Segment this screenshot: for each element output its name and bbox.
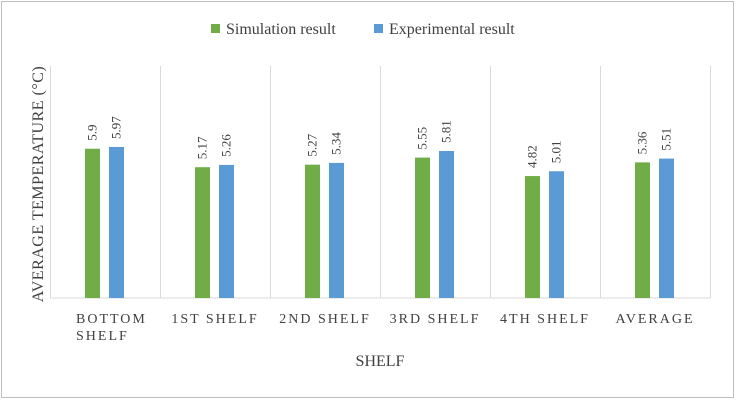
data-label: 4.82	[525, 145, 540, 168]
data-label: 5.17	[195, 136, 210, 159]
data-label: 5.36	[635, 131, 650, 154]
data-label: 5.27	[305, 133, 320, 156]
bar-simulation	[525, 176, 540, 298]
bars	[85, 146, 674, 298]
bar-simulation	[85, 148, 100, 298]
bar-simulation	[635, 162, 650, 298]
bar-experimental	[659, 158, 674, 298]
legend-label-experimental: Experimental result	[389, 21, 515, 38]
x-tick-label: AVERAGE	[615, 312, 694, 327]
data-label: 5.51	[659, 128, 674, 151]
x-tick-label: 1ST SHELF	[171, 312, 258, 327]
legend: Simulation result Experimental result	[211, 21, 515, 38]
data-label: 5.97	[109, 116, 124, 139]
category-separators	[50, 66, 711, 298]
bar-simulation	[415, 157, 430, 298]
data-label: 5.34	[329, 132, 344, 155]
x-axis-label: SHELF	[356, 353, 405, 370]
value-labels: 5.9 5.97 5.17 5.26 5.27 5.34 5.55 5.81 4.82 5.01 5…	[85, 116, 674, 168]
bar-experimental	[219, 164, 234, 298]
bar-simulation	[305, 164, 320, 298]
data-label: 5.55	[415, 127, 430, 150]
bar-experimental	[439, 151, 454, 298]
bar-experimental	[109, 146, 124, 298]
data-label: 5.26	[219, 134, 234, 157]
data-label: 5.81	[439, 120, 454, 143]
x-tick-labels: BOTTOM SHELF 1ST SHELF 2ND SHELF 3RD SHELF 4T…	[76, 312, 694, 344]
x-tick-label: 2ND SHELF	[279, 312, 371, 327]
data-label: 5.01	[549, 140, 564, 163]
bar-simulation	[195, 167, 210, 298]
y-axis-label: AVERAGE TEMPERATURE (°C)	[30, 66, 47, 302]
x-tick-label: 3RD SHELF	[390, 312, 481, 327]
legend-swatch-experimental	[374, 24, 383, 33]
legend-label-simulation: Simulation result	[226, 21, 336, 38]
legend-swatch-simulation	[211, 24, 220, 33]
x-tick-label: 4TH SHELF	[500, 312, 590, 327]
x-tick-label: BOTTOM SHELF	[76, 312, 147, 344]
bar-experimental	[329, 162, 344, 298]
bar-experimental	[549, 171, 564, 298]
data-label: 5.9	[85, 124, 100, 140]
